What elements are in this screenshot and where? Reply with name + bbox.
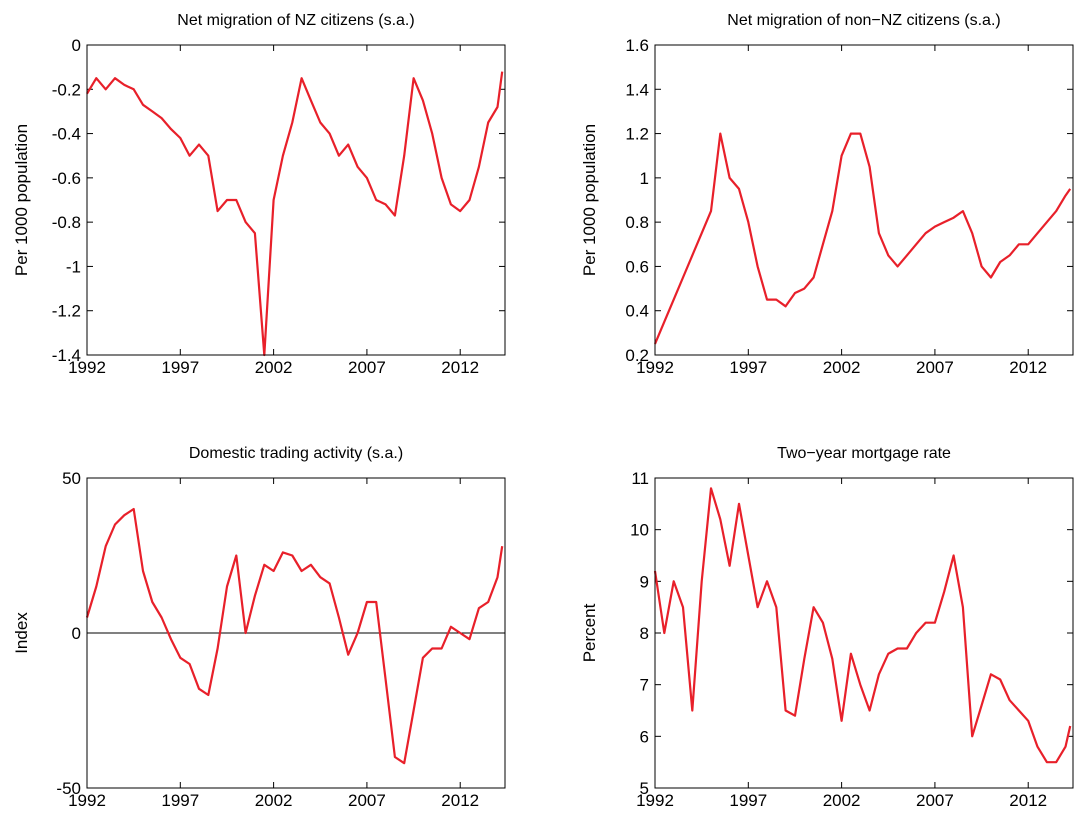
x-tick-label: 2007 [916, 791, 954, 810]
y-tick-label: -1 [66, 257, 81, 276]
y-tick-label: 1 [640, 169, 649, 188]
y-tick-label: -1.4 [52, 346, 81, 365]
x-tick-label: 1992 [636, 358, 674, 377]
x-tick-label: 1992 [68, 791, 106, 810]
x-tick-label: 1992 [68, 358, 106, 377]
data-line [85, 507, 504, 765]
x-tick-label: 2007 [348, 791, 386, 810]
chart-title: Net migration of NZ citizens (s.a.) [177, 12, 414, 29]
y-tick-label: 6 [640, 727, 649, 746]
y-tick-label: 0.8 [625, 213, 649, 232]
y-tick-label: -1.2 [52, 302, 81, 321]
y-tick-label: 10 [630, 521, 649, 540]
y-tick-label: 8 [640, 624, 649, 643]
y-tick-label: 1.2 [625, 125, 649, 144]
y-tick-label: -0.4 [52, 125, 81, 144]
x-tick-label: 2002 [255, 358, 293, 377]
y-tick-label: 7 [640, 676, 649, 695]
plot-frame [86, 477, 506, 789]
x-tick-label: 2012 [441, 791, 479, 810]
data-line [86, 71, 504, 357]
y-tick-label: 1.6 [625, 36, 649, 55]
plot-frame [654, 44, 1074, 356]
x-tick-label: 1997 [729, 358, 767, 377]
x-tick-label: 2012 [1009, 791, 1047, 810]
y-tick-label: 9 [640, 572, 649, 591]
plot-frame [86, 44, 506, 356]
x-tick-label: 1997 [161, 358, 199, 377]
x-tick-label: 2012 [441, 358, 479, 377]
y-tick-label: 5 [640, 779, 649, 798]
y-tick-label: -0.8 [52, 213, 81, 232]
chart-title: Domestic trading activity (s.a.) [189, 445, 403, 462]
x-tick-label: 1997 [161, 791, 199, 810]
x-tick-label: 2007 [348, 358, 386, 377]
y-axis-label: Index [12, 612, 31, 654]
x-tick-label: 2002 [255, 791, 293, 810]
x-tick-label: 1992 [636, 791, 674, 810]
y-tick-label: 0 [72, 624, 81, 643]
x-tick-label: 2002 [823, 358, 861, 377]
y-tick-label: 0 [72, 36, 81, 55]
y-axis-label: Per 1000 population [12, 124, 31, 276]
y-tick-label: 0.4 [625, 302, 649, 321]
y-tick-label: -0.6 [52, 169, 81, 188]
x-tick-label: 1997 [729, 791, 767, 810]
data-line [653, 132, 1072, 345]
y-tick-label: 11 [631, 469, 649, 488]
x-tick-label: 2012 [1009, 358, 1047, 377]
y-axis-label: Per 1000 population [580, 124, 599, 276]
plot-frame [654, 477, 1074, 789]
chart-title: Two−year mortgage rate [777, 445, 951, 462]
y-tick-label: -0.2 [52, 80, 81, 99]
y-tick-label: 50 [62, 469, 81, 488]
y-axis-label: Percent [580, 603, 599, 662]
y-tick-label: -50 [56, 779, 81, 798]
x-tick-label: 2007 [916, 358, 954, 377]
data-line [653, 487, 1072, 764]
y-tick-label: 1.4 [625, 80, 649, 99]
y-tick-label: 0.6 [625, 257, 649, 276]
chart-title: Net migration of non−NZ citizens (s.a.) [727, 12, 1000, 29]
x-tick-label: 2002 [823, 791, 861, 810]
y-tick-label: 0.2 [625, 346, 649, 365]
